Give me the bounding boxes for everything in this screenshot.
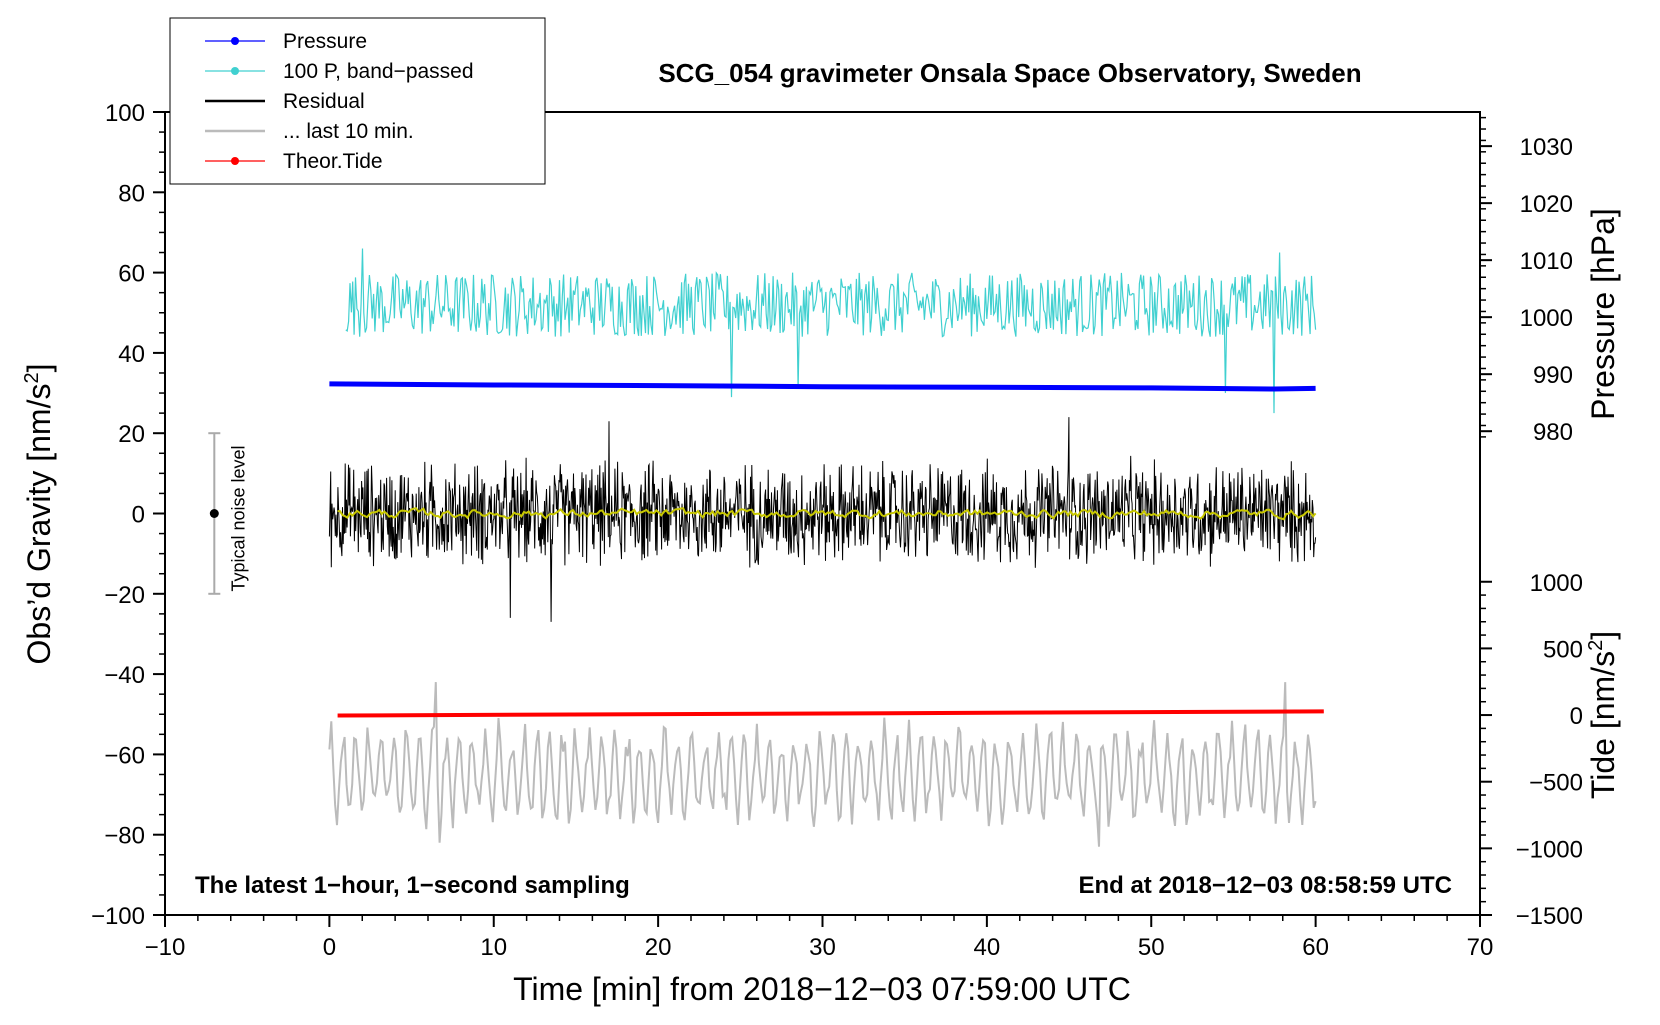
- tide-tick-label: −1500: [1516, 903, 1583, 930]
- y-right-pressure-title: Pressure [hPa]: [1585, 208, 1621, 420]
- x-tick-label: 40: [974, 934, 1001, 961]
- series-band-passed-pressure: [345, 248, 1317, 414]
- legend-label: 100 P, band−passed: [283, 60, 474, 83]
- x-tick-label: 10: [480, 934, 507, 961]
- tide-tick-label: 500: [1543, 636, 1583, 663]
- annotation-sampling: The latest 1−hour, 1−second sampling: [195, 872, 630, 899]
- y-left-tick-label: 20: [118, 421, 145, 448]
- legend-swatch-dot: [231, 157, 239, 165]
- y-left-tick-label: −80: [104, 823, 145, 850]
- axes-layer: −10 0 10 20 30 40 50 60 70100806040200−20−40−60−…: [91, 100, 1583, 961]
- x-tick-label: 30: [809, 934, 836, 961]
- y-left-axis-title: Obs’d Gravity [nm/s2]: [21, 364, 57, 665]
- x-tick-label: 70: [1467, 934, 1494, 961]
- legend-label: Residual: [283, 90, 365, 113]
- x-tick-label: 50: [1138, 934, 1165, 961]
- x-tick-label: 20: [645, 934, 672, 961]
- y-left-tick-label: −100: [91, 903, 145, 930]
- legend-swatch-dot: [231, 67, 239, 75]
- series-theor-tide: [337, 709, 1324, 718]
- x-tick-label: 0: [323, 934, 336, 961]
- y-left-title-main: Obs’d Gravity [nm/s: [21, 384, 57, 665]
- y-left-title-superscript: 2: [21, 372, 43, 383]
- tide-title-main: Tide [nm/s: [1585, 651, 1621, 799]
- legend-swatch-dot: [231, 37, 239, 45]
- y-left-title-close: ]: [21, 364, 57, 373]
- tide-tick-label: −1000: [1516, 836, 1583, 863]
- pressure-tick-label: 1010: [1520, 248, 1573, 275]
- noise-level-bar: [208, 432, 221, 595]
- tide-title-superscript: 2: [1585, 640, 1607, 651]
- tide-tick-label: 1000: [1530, 570, 1583, 597]
- y-left-tick-label: 0: [132, 502, 145, 529]
- series-pressure: [329, 381, 1316, 392]
- y-left-tick-label: 60: [118, 261, 145, 288]
- y-right-tide-title: Tide [nm/s2]: [1585, 631, 1621, 799]
- y-left-tick-label: 40: [118, 341, 145, 368]
- noise-level-label: Typical noise level: [228, 445, 248, 591]
- x-tick-label: 60: [1302, 934, 1329, 961]
- y-left-tick-label: 80: [118, 180, 145, 207]
- y-left-tick-label: −20: [104, 582, 145, 609]
- series-layer: [328, 248, 1324, 847]
- tide-title-close: ]: [1585, 631, 1621, 640]
- pressure-tick-label: 1020: [1520, 191, 1573, 218]
- series-residual: [328, 417, 1317, 622]
- tide-tick-label: 0: [1570, 703, 1583, 730]
- legend-label: Theor.Tide: [283, 150, 383, 173]
- legend-label: ... last 10 min.: [283, 120, 414, 143]
- annotation-end-time: End at 2018−12−03 08:58:59 UTC: [1078, 872, 1452, 899]
- x-axis-title: Time [min] from 2018−12−03 07:59:00 UTC: [513, 971, 1131, 1007]
- tide-tick-label: −500: [1529, 770, 1583, 797]
- noise-bar-center-dot: [209, 509, 219, 518]
- chart-title: SCG_054 gravimeter Onsala Space Observat…: [658, 58, 1361, 88]
- pressure-tick-label: 980: [1533, 419, 1573, 446]
- y-left-tick-label: −60: [104, 742, 145, 769]
- series-residual-smoothed: [337, 507, 1317, 521]
- pressure-tick-label: 990: [1533, 362, 1573, 389]
- y-left-tick-label: −40: [104, 662, 145, 689]
- pressure-tick-label: 1030: [1520, 134, 1573, 161]
- x-tick-label: −10: [145, 934, 186, 961]
- series-last-10-min: [328, 682, 1317, 847]
- y-left-tick-label: 100: [105, 100, 145, 127]
- legend: Pressure 100 P, band−passed Residual ... la…: [169, 17, 546, 185]
- pressure-tick-label: 1000: [1520, 305, 1573, 332]
- legend-label: Pressure: [283, 30, 367, 53]
